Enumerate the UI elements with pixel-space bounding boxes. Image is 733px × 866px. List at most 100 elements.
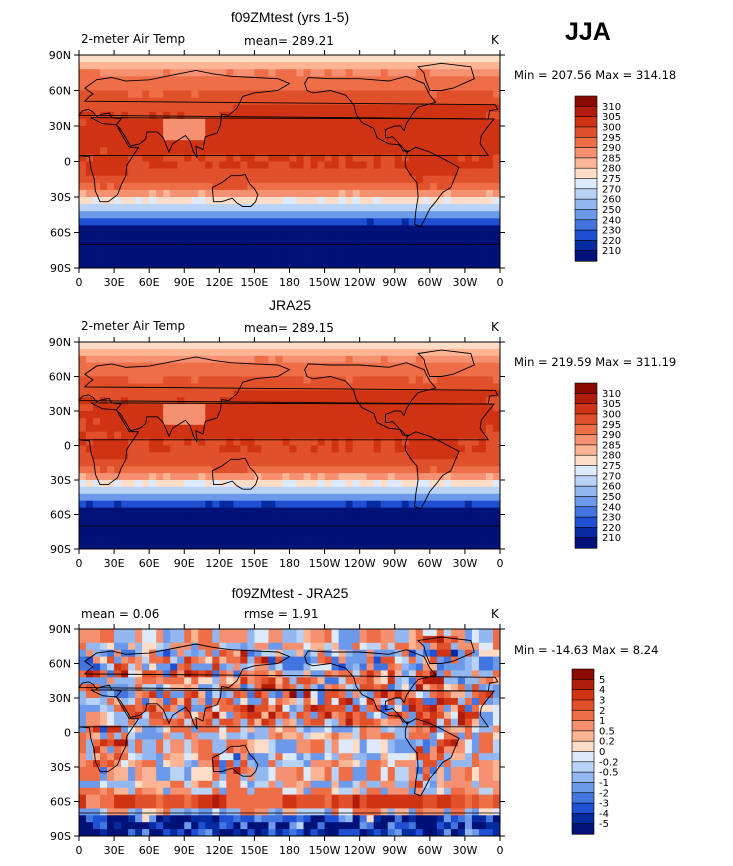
field-cell [373,97,382,106]
field-cell [345,55,354,63]
field-cell [310,55,318,63]
field-cell [429,133,438,141]
field-cell [177,780,185,789]
field-cell [128,104,136,113]
field-cell [464,111,473,120]
field-cell [261,225,269,233]
field-cell [492,133,501,141]
colorbar-swatch [574,209,598,221]
field-cell [436,376,445,384]
field-cell [324,808,332,816]
field-cell [401,104,410,113]
field-cell [317,175,325,184]
field-cell [261,677,269,685]
field-cell [121,801,129,809]
field-cell [338,225,347,233]
field-cell [296,746,304,754]
field-cell [324,452,332,460]
field-cell [485,507,494,515]
field-cell [100,698,108,706]
field-cell [128,147,136,155]
field-cell [268,404,276,412]
field-cell [345,787,354,795]
field-cell [415,369,424,377]
field-cell [352,493,361,502]
field-cell [198,629,206,637]
x-tick-label: 150W [309,557,341,570]
field-cell [429,147,438,155]
field-cell [114,746,122,754]
field-cell [100,794,108,802]
field-cell [268,225,276,233]
field-cell [163,232,171,240]
field-cell [289,691,297,699]
field-cell [247,773,255,782]
field-cell [268,480,276,488]
field-cell [205,182,213,191]
field-cell [247,189,255,198]
field-cell [373,83,382,91]
field-cell [436,76,445,84]
field-cell [219,111,227,120]
field-cell [345,211,354,219]
field-cell [471,97,480,106]
field-cell [163,239,171,248]
field-cell [170,760,178,768]
field-cell [275,348,283,357]
field-cell [198,147,206,155]
field-cell [198,801,206,809]
field-cell [303,90,311,98]
field-cell [429,239,438,248]
field-cell [401,76,410,84]
field-cell [331,383,340,391]
field-cell [275,76,283,84]
field-cell [380,411,389,419]
field-cell [261,801,269,809]
field-cell [359,362,368,370]
field-cell [310,369,318,377]
field-cell [149,698,157,706]
field-cell [100,253,108,262]
field-cell [310,417,318,426]
field-cell [408,62,417,70]
field-cell [212,500,220,508]
field-cell [86,767,94,775]
field-cell [352,656,361,664]
field-cell [142,126,150,134]
field-cell [261,204,269,212]
field-cell [324,390,332,398]
field-cell [107,780,115,789]
field-cell [86,62,94,70]
field-cell [177,656,185,664]
field-cell [380,118,389,127]
field-cell [478,493,487,502]
field-cell [114,253,122,262]
field-cell [394,175,403,184]
field-cell [373,376,382,384]
field-cell [324,104,332,113]
field-cell [177,154,185,162]
field-cell [352,746,361,754]
field-cell [205,55,213,63]
field-cell [331,815,340,823]
field-cell [93,90,101,98]
field-cell [86,808,94,816]
field-cell [86,704,94,713]
field-cell [149,635,157,644]
field-cell [359,466,368,474]
field-cell [373,404,382,412]
field-cell [373,355,382,364]
field-cell [177,97,185,106]
field-cell [408,535,417,543]
field-cell [247,480,255,488]
field-cell [177,168,185,177]
y-tick-label: 90S [50,543,71,556]
field-cell [359,383,368,391]
field-cell [303,218,311,226]
field-cell [135,104,143,113]
field-cell [366,55,375,63]
field-cell [247,642,255,651]
field-cell [121,459,129,467]
field-cell [471,528,480,536]
field-cell [331,822,340,830]
